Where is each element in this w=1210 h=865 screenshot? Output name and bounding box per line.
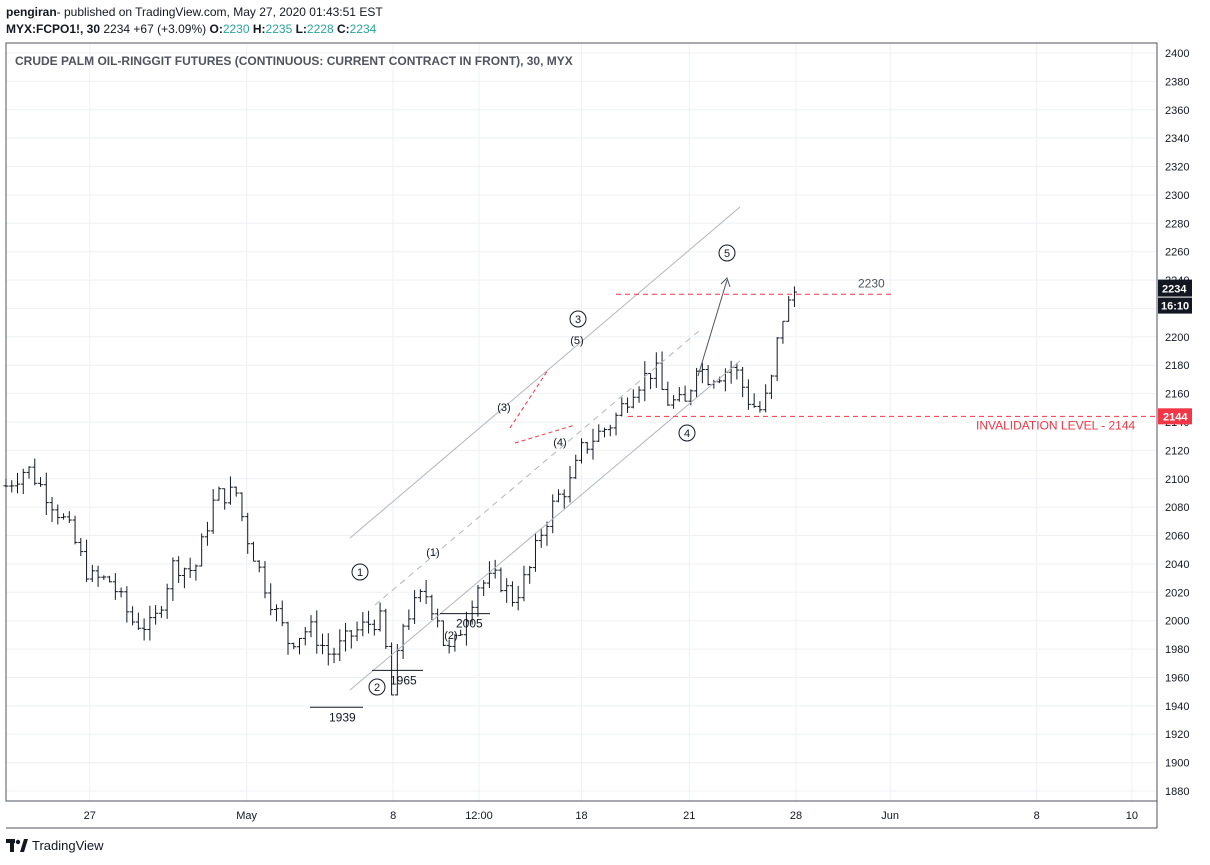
y-tick-label: 2340 bbox=[1165, 133, 1189, 145]
tradingview-brand: TradingView bbox=[32, 838, 104, 853]
swing-low-label: 1939 bbox=[329, 710, 356, 724]
level-2230-label: 2230 bbox=[858, 276, 885, 290]
y-tick-label: 2380 bbox=[1165, 76, 1189, 88]
low-value: 2228 bbox=[306, 22, 334, 36]
x-tick-label: 10 bbox=[1126, 810, 1138, 822]
x-tick-label: 18 bbox=[575, 810, 587, 822]
wave-circle-5 bbox=[718, 244, 736, 262]
wave-circle-2 bbox=[368, 678, 386, 696]
triangle-upper-line bbox=[509, 369, 549, 429]
wave-circle-3 bbox=[569, 310, 587, 328]
y-tick-label: 1920 bbox=[1165, 729, 1189, 741]
wave-label-1: 1 bbox=[357, 567, 363, 579]
subwave-label: (1) bbox=[426, 547, 439, 559]
subwave-label: (5) bbox=[570, 335, 583, 347]
y-tick-label: 2260 bbox=[1165, 247, 1189, 259]
y-tick-label: 2180 bbox=[1165, 360, 1189, 372]
wave-label-2: 2 bbox=[374, 682, 380, 694]
x-tick-label: 8 bbox=[390, 810, 396, 822]
y-tick-label: 2100 bbox=[1165, 474, 1189, 486]
ohlc-legend: MYX:FCPO1!, 30 2234 +67 (+3.09%) O:2230 … bbox=[6, 22, 376, 36]
projection-arrow-head bbox=[720, 277, 731, 288]
wave-label-4: 4 bbox=[684, 428, 690, 440]
wave-circle-1 bbox=[351, 563, 369, 581]
x-tick-label: May bbox=[236, 810, 257, 822]
y-tick-label: 2160 bbox=[1165, 389, 1189, 401]
y-tick-label: 1980 bbox=[1165, 644, 1189, 656]
swing-low-label: 2005 bbox=[456, 617, 483, 631]
low-label: L: bbox=[295, 22, 307, 36]
published-text: - published on TradingView.com, May 27, … bbox=[56, 5, 383, 19]
x-tick-label: 27 bbox=[84, 810, 96, 822]
y-tick-label: 2040 bbox=[1165, 559, 1189, 571]
y-tick-label: 2120 bbox=[1165, 445, 1189, 457]
y-tick-label: 2280 bbox=[1165, 218, 1189, 230]
y-tick-label: 1880 bbox=[1165, 786, 1189, 798]
countdown-tag-text: 16:10 bbox=[1161, 301, 1189, 313]
tradingview-logo-icon bbox=[6, 839, 28, 852]
channel-lower-line bbox=[349, 360, 741, 691]
x-tick-label: 28 bbox=[790, 810, 802, 822]
subwave-label: (2) bbox=[444, 630, 457, 642]
open-label: O: bbox=[209, 22, 223, 36]
y-tick-label: 2080 bbox=[1165, 502, 1189, 514]
wave-circle-4 bbox=[678, 424, 696, 442]
high-label: H: bbox=[252, 22, 266, 36]
last-price-tag bbox=[1158, 279, 1192, 297]
publish-info: pengiran- published on TradingView.com, … bbox=[6, 5, 383, 19]
y-tick-label: 2060 bbox=[1165, 531, 1189, 543]
invalidation-price-tag-text: 2144 bbox=[1163, 411, 1188, 423]
countdown-tag bbox=[1158, 297, 1192, 314]
y-tick-label: 2200 bbox=[1165, 332, 1189, 344]
symbol-label[interactable]: MYX:FCPO1!, 30 bbox=[6, 22, 101, 36]
y-tick-label: 2360 bbox=[1165, 105, 1189, 117]
channel-upper-line bbox=[349, 206, 741, 539]
x-tick-label: 12:00 bbox=[465, 810, 493, 822]
x-tick-label: Jun bbox=[881, 810, 899, 822]
y-tick-label: 2400 bbox=[1165, 48, 1189, 60]
y-tick-label: 1960 bbox=[1165, 672, 1189, 684]
y-tick-label: 2000 bbox=[1165, 616, 1189, 628]
change-value: +67 (+3.09%) bbox=[133, 22, 207, 36]
y-tick-label: 2300 bbox=[1165, 190, 1189, 202]
close-label: C: bbox=[336, 22, 350, 36]
wave-label-3: 3 bbox=[575, 314, 581, 326]
invalidation-level-label: INVALIDATION LEVEL - 2144 bbox=[976, 418, 1136, 432]
high-value: 2235 bbox=[265, 22, 293, 36]
wave-label-5: 5 bbox=[724, 248, 730, 260]
close-value: 2234 bbox=[349, 22, 377, 36]
swing-low-label: 1965 bbox=[390, 673, 417, 687]
channel-mid-line bbox=[374, 329, 701, 606]
x-tick-label: 21 bbox=[683, 810, 695, 822]
last-price: 2234 bbox=[103, 22, 131, 36]
projection-arrow-line bbox=[697, 279, 728, 377]
subwave-label: (4) bbox=[553, 437, 566, 449]
subwave-label: (3) bbox=[497, 402, 510, 414]
y-tick-label: 1940 bbox=[1165, 701, 1189, 713]
triangle-lower-line bbox=[514, 424, 576, 444]
tradingview-footer[interactable]: TradingView bbox=[6, 838, 104, 853]
x-tick-label: 8 bbox=[1034, 810, 1040, 822]
y-tick-label: 1900 bbox=[1165, 758, 1189, 770]
publisher-name[interactable]: pengiran bbox=[6, 5, 57, 19]
chart-title: CRUDE PALM OIL-RINGGIT FUTURES (CONTINUO… bbox=[15, 54, 573, 68]
y-tick-label: 2320 bbox=[1165, 162, 1189, 174]
last-price-tag-text: 2234 bbox=[1162, 284, 1187, 296]
open-value: 2230 bbox=[222, 22, 250, 36]
invalidation-price-tag bbox=[1158, 408, 1192, 425]
y-tick-label: 2020 bbox=[1165, 587, 1189, 599]
